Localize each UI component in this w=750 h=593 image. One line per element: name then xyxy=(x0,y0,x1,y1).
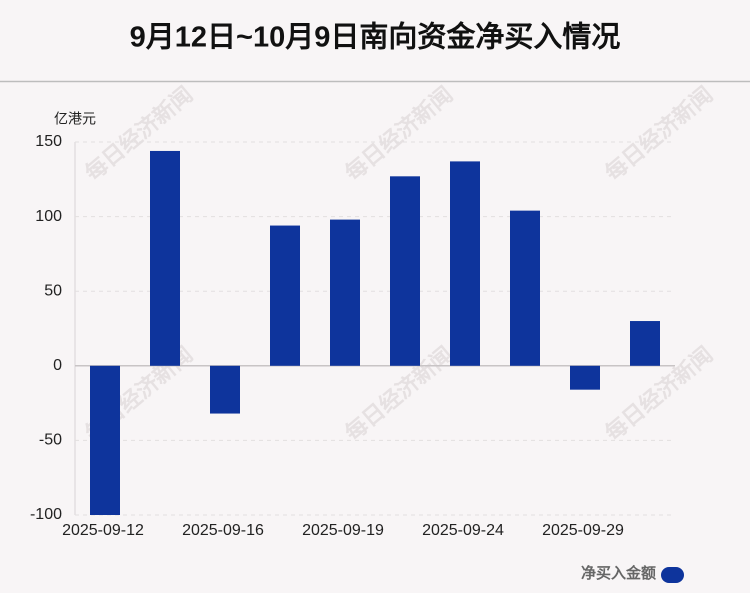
y-tick-label: 0 xyxy=(53,357,62,374)
y-tick-label: 150 xyxy=(35,133,62,150)
legend-label: 净买入金额 xyxy=(581,564,656,582)
bar xyxy=(90,365,120,515)
x-tick-label: 2025-09-19 xyxy=(302,522,384,539)
bar xyxy=(630,321,660,366)
y-tick-label: 100 xyxy=(35,208,62,225)
legend-swatch xyxy=(661,567,684,583)
bar xyxy=(150,150,180,366)
bar xyxy=(450,161,480,366)
bar xyxy=(270,225,300,366)
x-tick-label: 2025-09-24 xyxy=(422,522,504,539)
x-tick-label: 2025-09-29 xyxy=(542,522,624,539)
x-tick-label: 2025-09-12 xyxy=(62,522,144,539)
y-unit: 亿港元 xyxy=(54,111,96,127)
bar xyxy=(510,210,540,366)
bar xyxy=(330,219,360,366)
bar xyxy=(210,365,240,414)
y-tick-label: 50 xyxy=(44,282,62,299)
bar xyxy=(390,176,420,366)
chart-title: 9月12日~10月9日南向资金净买入情况 xyxy=(130,20,621,54)
bar xyxy=(570,365,600,390)
x-tick-label: 2025-09-16 xyxy=(182,522,264,539)
y-tick-label: -100 xyxy=(30,506,62,523)
y-tick-label: -50 xyxy=(39,432,62,449)
